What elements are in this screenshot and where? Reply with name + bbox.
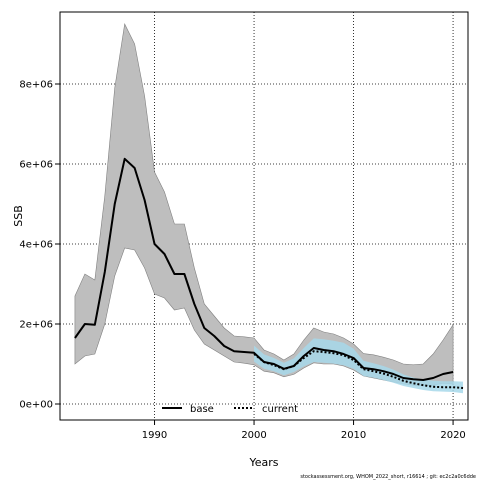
legend: base current: [162, 404, 298, 415]
x-tick-label: 2020: [440, 430, 465, 441]
x-tick-label: 2000: [241, 430, 266, 441]
x-axis-title: Years: [248, 456, 278, 469]
y-tick-label: 6e+06: [19, 160, 53, 171]
legend-base-label: base: [190, 404, 214, 415]
legend-current-label: current: [262, 404, 298, 415]
series-lines: [74, 157, 464, 389]
current-series-line: [253, 350, 464, 389]
y-axis-title: SSB: [12, 205, 25, 227]
y-tick-label: 4e+06: [19, 240, 53, 251]
footnote: stockassessment.org, WHOM_2022_short, r1…: [300, 474, 476, 480]
axis-ticks: 1990 2000 2010 2020 0e+00 2e+06 4e+06 6e+06 8e+0…: [19, 80, 465, 442]
plot-frame: [59, 11, 469, 421]
y-tick-label: 0e+00: [19, 400, 53, 411]
y-tick-label: 2e+06: [19, 320, 53, 331]
confidence-bands: [74, 23, 464, 394]
x-tick-label: 1990: [142, 430, 167, 441]
base-confidence-band: [74, 23, 454, 387]
x-tick-label: 2010: [341, 430, 366, 441]
y-tick-label: 8e+06: [19, 80, 53, 91]
